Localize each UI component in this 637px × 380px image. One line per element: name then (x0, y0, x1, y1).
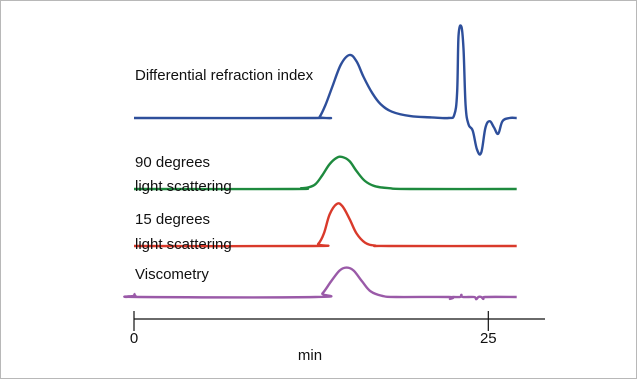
series-line-differential-refraction-index (133, 24, 517, 156)
x-tick-label-25: 25 (480, 330, 497, 347)
series-line-15-degrees-light-scattering (133, 202, 517, 248)
x-axis-ticks: 0 25 (130, 311, 497, 347)
series-traces (123, 24, 517, 301)
series-label-differential-refraction-index: Differential refraction index (135, 67, 314, 84)
series-line-viscometry (123, 266, 517, 301)
series-label-15-degrees-light-scattering-line-2: light scattering (135, 236, 232, 253)
series-line-90-degrees-light-scattering (133, 155, 517, 191)
series-label-90-degrees-light-scattering-line-1: 90 degrees (135, 154, 210, 171)
series-label-15-degrees-light-scattering-line-1: 15 degrees (135, 211, 210, 228)
series-label-viscometry: Viscometry (135, 266, 209, 283)
series-labels: Differential refraction index 90 degrees l… (135, 67, 314, 283)
series-label-90-degrees-light-scattering-line-2: light scattering (135, 178, 232, 195)
x-tick-label-0: 0 (130, 330, 138, 347)
x-axis-label: min (298, 347, 322, 364)
